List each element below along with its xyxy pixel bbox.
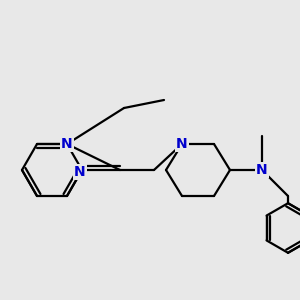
- Text: N: N: [256, 163, 268, 177]
- Text: N: N: [61, 137, 73, 151]
- Text: N: N: [74, 165, 86, 179]
- Text: N: N: [176, 137, 188, 151]
